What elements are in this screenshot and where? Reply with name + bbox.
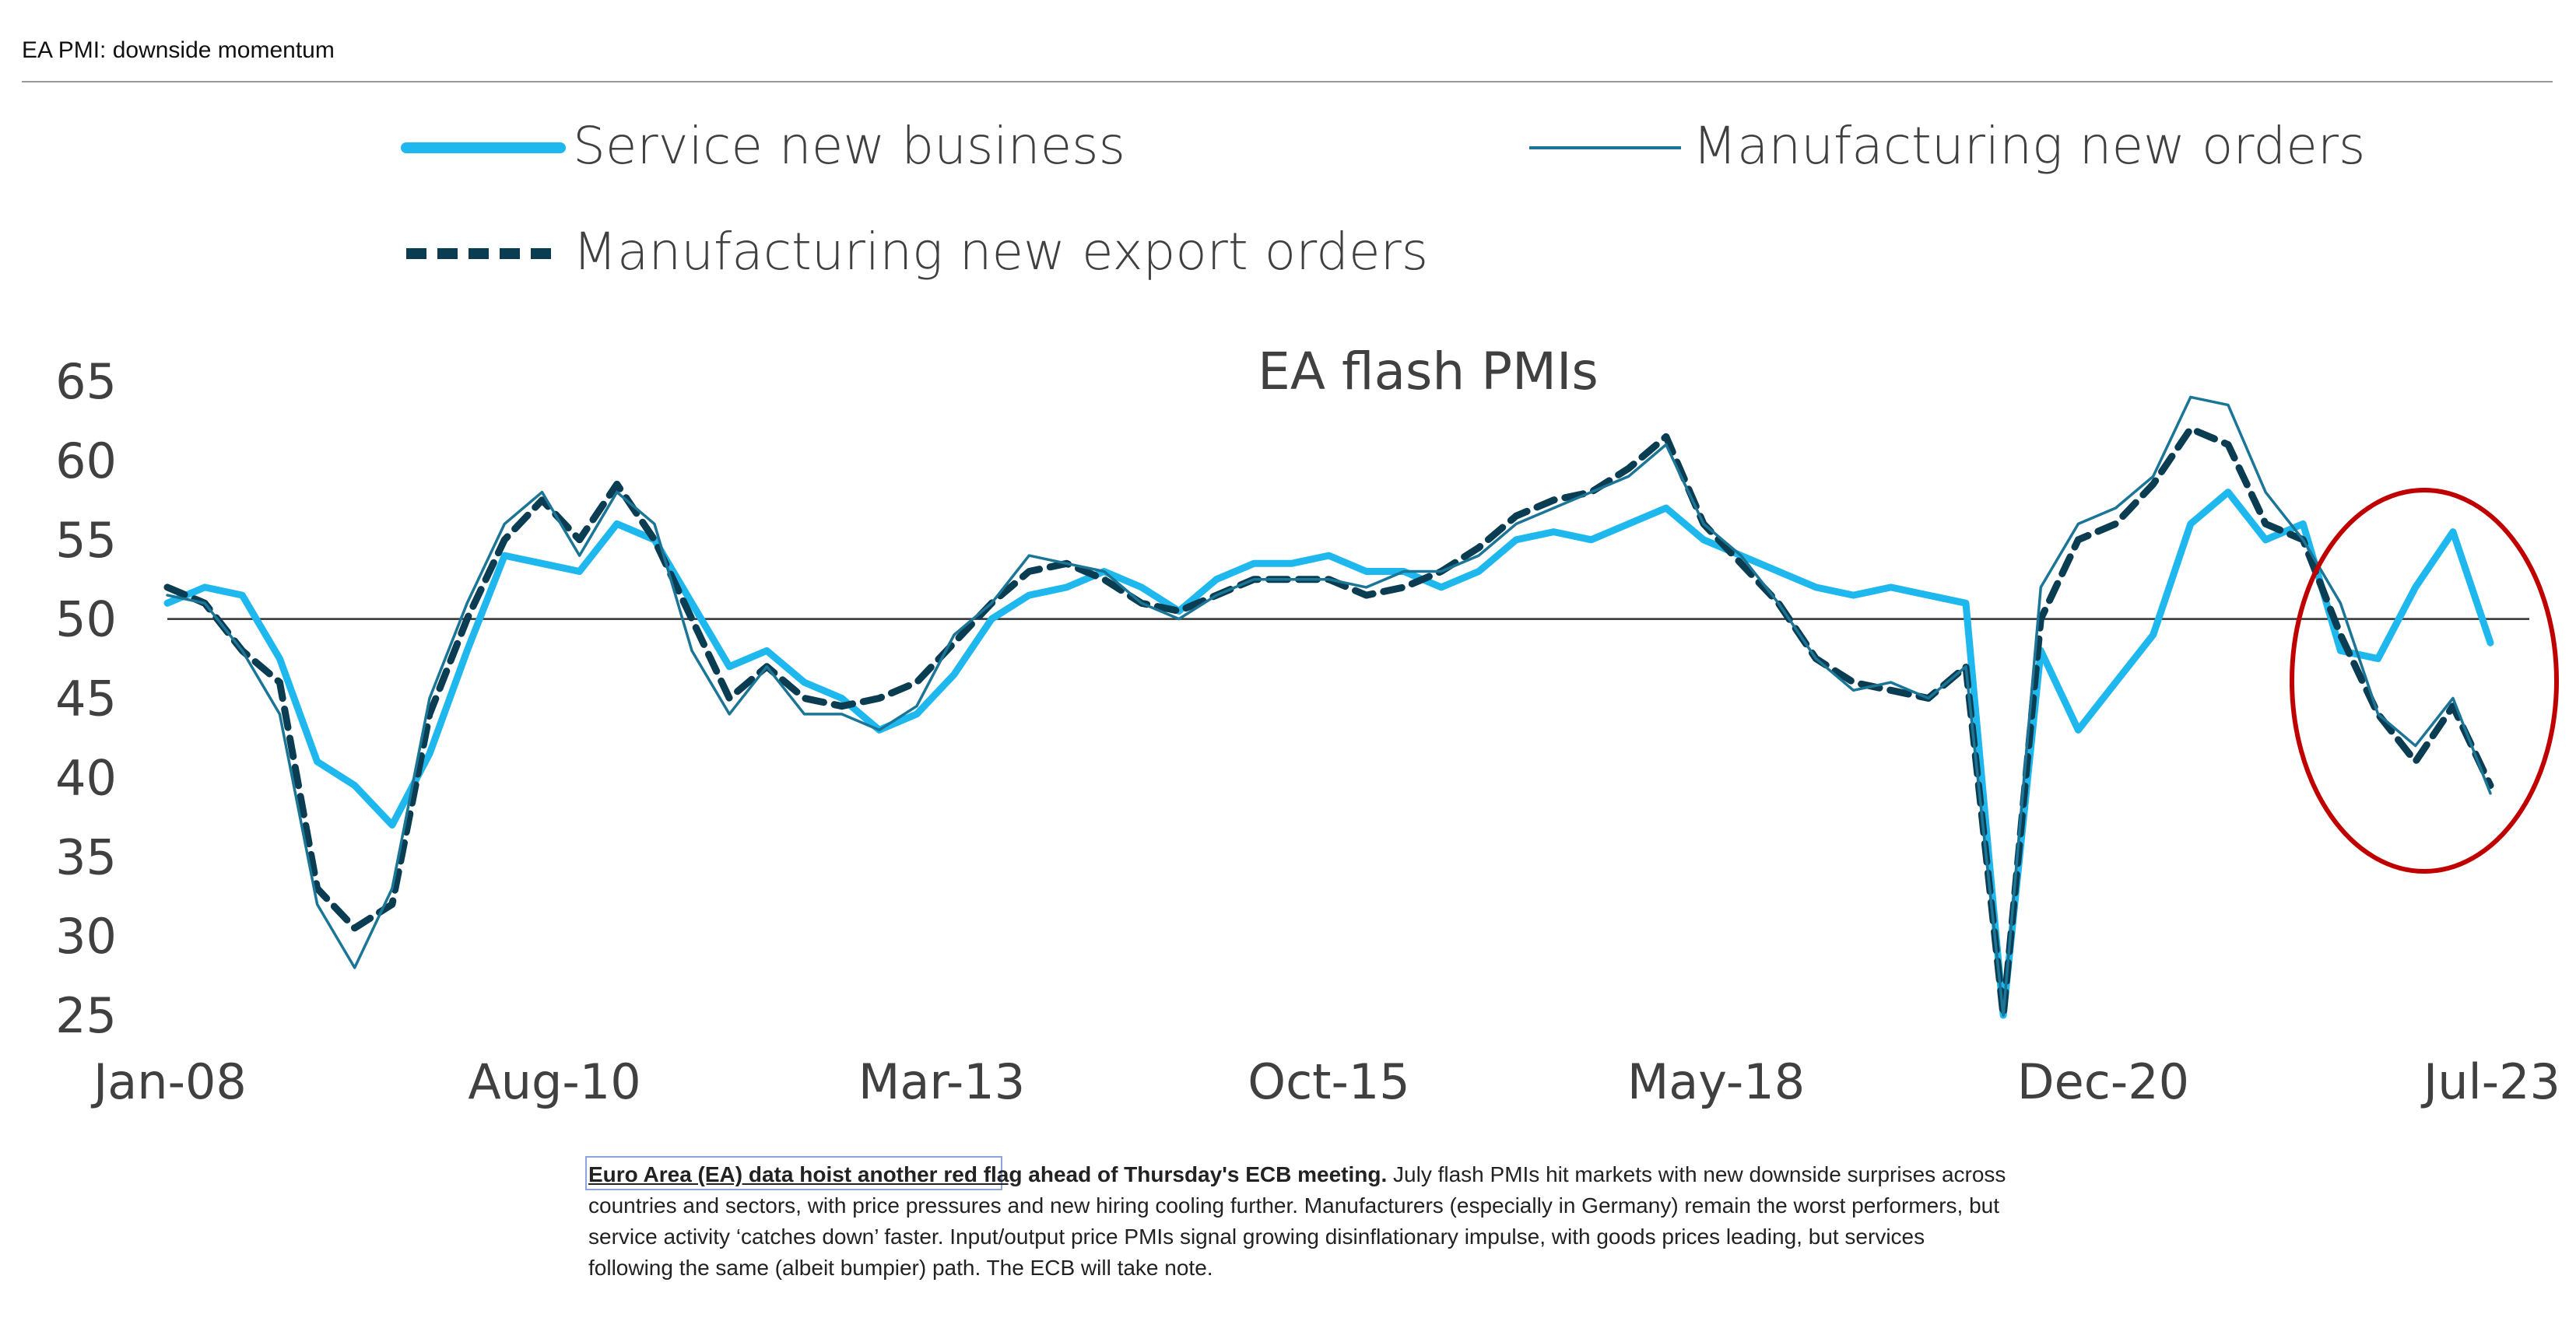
legend-item-manufacturing-new-export-orders: Manufacturing new export orders [406,222,1428,282]
caption-lead: ahead of Thursday's ECB meeting. [1022,1162,1388,1186]
legend-label-service: Service new business [573,116,1125,176]
x-tick-label: Oct-15 [1248,1053,1409,1110]
y-tick-label: 65 [55,353,117,410]
x-tick-label: Aug-10 [468,1053,640,1110]
x-tick-label: Mar-13 [858,1053,1025,1110]
x-tick-label: Jul-23 [2420,1053,2560,1110]
y-tick-label: 35 [55,829,117,885]
legend-label-manufacturing: Manufacturing new orders [1693,116,2365,176]
y-axis: 25 30 35 40 45 50 55 60 65 [55,353,117,1044]
series-line-manufacturing-new-export-orders [163,425,2494,1019]
caption-body: July flash PMIs hit markets with new dow… [588,1162,2006,1280]
legend-item-service-new-business: Service new business [401,116,1125,176]
series-layer [163,395,2494,1019]
header-divider [22,81,2553,82]
x-axis: Jan-08 Aug-10 Mar-13 Oct-15 May-18 Dec-20 Jul-… [90,1053,2560,1110]
x-tick-label: May-18 [1627,1053,1805,1110]
x-tick-label: Dec-20 [2017,1053,2189,1110]
y-tick-label: 60 [55,433,117,489]
series-line-manufacturing-new-orders [166,395,2492,1017]
y-tick-label: 25 [55,987,117,1044]
chart-title: EA flash PMIs [1258,342,1599,401]
y-tick-label: 40 [55,749,117,806]
y-tick-label: 50 [55,591,117,648]
page-title: EA PMI: downside momentum [22,37,335,63]
legend-label-export: Manufacturing new export orders [573,222,1428,282]
series-line-service-new-business [163,489,2494,1019]
legend: Service new business Manufacturing new o… [401,116,2365,282]
highlight-circle-annotation [2290,488,2559,874]
y-tick-label: 30 [55,908,117,965]
y-tick-label: 55 [55,512,117,569]
link-focus-box [585,1156,1002,1190]
legend-item-manufacturing-new-orders: Manufacturing new orders [1529,116,2365,176]
caption-link[interactable]: Euro Area (EA) data hoist another red fl… [588,1162,1023,1186]
x-tick-label: Jan-08 [90,1053,247,1110]
pmi-chart: Service new business Manufacturing new o… [55,116,2560,1110]
caption: Euro Area (EA) data hoist another red fl… [588,1159,2013,1284]
y-tick-label: 45 [55,671,117,727]
